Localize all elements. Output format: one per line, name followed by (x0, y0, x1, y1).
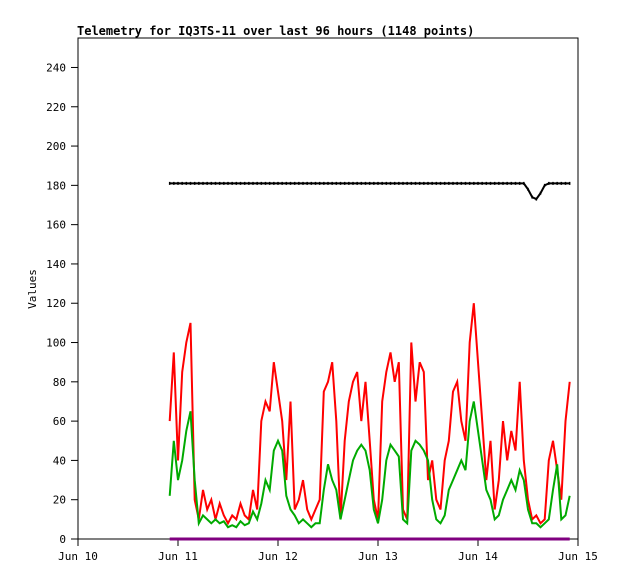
series-line-2 (168, 401, 571, 529)
series-line-1 (168, 303, 571, 526)
x-tick-label: Jun 12 (258, 550, 298, 563)
y-tick-label: 20 (53, 494, 66, 507)
series-line-0 (169, 182, 570, 201)
y-tick-label: 40 (53, 454, 66, 467)
x-tick-label: Jun 13 (358, 550, 398, 563)
x-tick-label: Jun 14 (458, 550, 498, 563)
x-tick-label: Jun 15 (558, 550, 598, 563)
y-tick-label: 220 (46, 101, 66, 114)
x-tick-label: Jun 11 (158, 550, 198, 563)
y-axis-label: Values (26, 269, 39, 309)
y-tick-label: 140 (46, 258, 66, 271)
y-tick-label: 80 (53, 376, 66, 389)
plot-frame (77, 37, 579, 540)
y-tick-label: 180 (46, 179, 66, 192)
y-tick-label: 60 (53, 415, 66, 428)
y-tick-label: 160 (46, 219, 66, 232)
y-tick-label: 100 (46, 337, 66, 350)
y-tick-label: 0 (59, 533, 66, 546)
chart-title: Telemetry for IQ3TS-11 over last 96 hour… (77, 24, 474, 38)
y-tick-label: 200 (46, 140, 66, 153)
x-tick-label: Jun 10 (58, 550, 98, 563)
y-tick-label: 120 (46, 297, 66, 310)
y-tick-label: 240 (46, 61, 66, 74)
